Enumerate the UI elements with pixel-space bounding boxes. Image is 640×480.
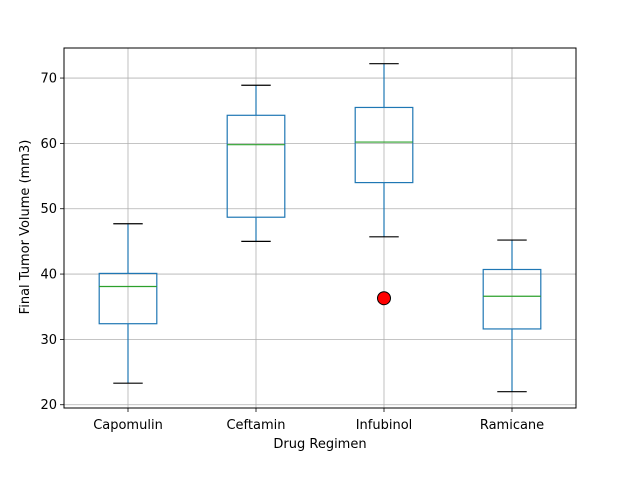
iqr-box <box>482 268 542 330</box>
y-tick-label: 50 <box>40 202 57 217</box>
y-tick-label: 60 <box>40 137 57 152</box>
x-tick-label: Ramicane <box>480 418 544 433</box>
iqr-box <box>226 114 286 218</box>
x-axis-ticks: Capomulin Ceftamin Infubinol Ramicane <box>93 408 544 433</box>
iqr-box <box>98 272 158 325</box>
y-tick-label: 70 <box>40 72 57 87</box>
box-series <box>98 63 542 393</box>
x-tick-label: Ceftamin <box>226 418 285 433</box>
x-tick-label: Capomulin <box>93 418 163 433</box>
box-capomulin <box>98 223 158 384</box>
box-ceftamin <box>226 84 286 242</box>
x-axis-label: Drug Regimen <box>273 437 366 452</box>
y-tick-label: 30 <box>40 333 57 348</box>
y-tick-label: 40 <box>40 268 57 283</box>
outlier-point <box>377 291 391 306</box>
iqr-box <box>354 106 414 184</box>
y-axis-ticks: 20 30 40 50 60 70 <box>40 72 64 413</box>
plot-frame <box>63 47 577 409</box>
box-ramicane <box>482 239 542 393</box>
y-tick-label: 20 <box>40 398 57 413</box>
y-axis-label: Final Tumor Volume (mm3) <box>18 140 33 315</box>
x-tick-label: Infubinol <box>356 418 413 433</box>
box-infubinol <box>354 63 414 306</box>
